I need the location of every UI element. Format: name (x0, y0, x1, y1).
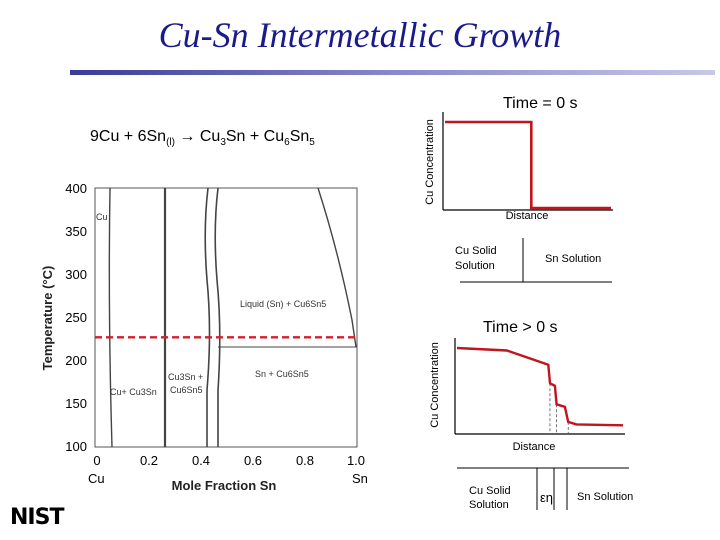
reaction-product-1: Cu (199, 128, 221, 145)
y-tick-label: 150 (65, 396, 87, 411)
x-tick-label: 0.6 (244, 453, 262, 468)
region-cu-solid-line2: Solution (455, 260, 495, 272)
x-tick-label: 0.4 (192, 453, 210, 468)
plot-time-zero: Time = 0 s Cu Concentration Distance Cu … (424, 95, 613, 283)
title-divider (70, 70, 715, 75)
reaction-product-2: Sn + Cu (225, 128, 285, 145)
y-tick-label: 350 (65, 224, 87, 239)
x-tick-label: 0.8 (296, 453, 314, 468)
x-tick-label: 0 (93, 453, 100, 468)
plot-time-positive-title: Time > 0 s (483, 319, 558, 336)
cu6sn5-left-line (204, 187, 211, 447)
region-sn-solution: Sn Solution (577, 491, 633, 503)
page-title: Cu-Sn Intermetallic Growth (158, 15, 562, 55)
x-tick-labels: 0 0.2 0.4 0.6 0.8 1.0 (93, 453, 365, 468)
x-axis-label: Mole Fraction Sn (172, 478, 277, 493)
liquidus-line (317, 187, 357, 348)
nist-logo: NIST (10, 505, 64, 530)
region-label-liquid: Liquid (Sn) + Cu6Sn5 (240, 299, 326, 309)
x-tick-label: 1.0 (347, 453, 365, 468)
x-axis-end-sn: Sn (352, 471, 368, 486)
reaction-sub: 5 (309, 137, 315, 149)
plot-time-positive-ylabel: Cu Concentration (429, 342, 441, 428)
reaction-liquid-sub: (l) (166, 137, 175, 149)
reaction-reactants: 9Cu + 6Sn (90, 128, 167, 145)
y-tick-label: 300 (65, 267, 87, 282)
reaction-sub: 6 (284, 137, 290, 149)
region-sn-solution: Sn Solution (545, 253, 601, 265)
region-label-cu-cu3sn: Cu+ Cu3Sn (110, 387, 157, 397)
y-tick-label: 250 (65, 310, 87, 325)
phase-diagram-frame (94, 187, 358, 448)
plot-time-zero-series-line (445, 120, 611, 210)
region-cu-solid-line2: Solution (469, 499, 509, 511)
reaction-product-2-tail: Sn (289, 128, 310, 145)
cu-solvus-line (108, 187, 113, 448)
region-epsilon-eta: εη (540, 490, 553, 505)
cu6sn5-right-line (214, 187, 221, 447)
y-tick-label: 200 (65, 353, 87, 368)
y-axis-label: Temperature (°C) (40, 266, 55, 371)
region-label-sn-cu6sn5: Sn + Cu6Sn5 (255, 369, 309, 379)
x-axis-end-cu: Cu (88, 471, 105, 486)
region-label-cu3sn-cu6sn5-line1: Cu3Sn + (168, 372, 203, 382)
plot-time-positive-series-line (456, 346, 624, 427)
plot-time-zero-xlabel: Distance (506, 210, 549, 222)
x-tick-label: 0.2 (140, 453, 158, 468)
region-label-cu3sn-cu6sn5-line2: Cu6Sn5 (170, 385, 203, 395)
reaction-sub: 3 (220, 137, 226, 149)
plot-time-zero-title: Time = 0 s (503, 95, 578, 112)
plot-time-zero-ylabel: Cu Concentration (424, 119, 436, 205)
reaction-equation: 9Cu + 6Sn(l) → Cu3Sn + Cu6Sn5 (90, 128, 315, 148)
y-tick-labels: 400 350 300 250 200 150 100 (65, 181, 87, 454)
region-label-cu: Cu (96, 212, 108, 222)
y-tick-label: 100 (65, 439, 87, 454)
phase-diagram: Cu Liquid (Sn) + Cu6Sn5 Cu+ Cu3Sn Cu3Sn … (40, 181, 368, 493)
plot-time-positive-xlabel: Distance (513, 441, 556, 453)
plot-time-positive: Time > 0 s Cu Concentration Distance Cu … (429, 319, 633, 511)
phase-diagram-plot-area (94, 187, 358, 448)
y-tick-label: 400 (65, 181, 87, 196)
region-cu-solid-line1: Cu Solid (455, 245, 497, 257)
region-cu-solid-line1: Cu Solid (469, 485, 511, 497)
reaction-arrow: → (179, 128, 196, 145)
